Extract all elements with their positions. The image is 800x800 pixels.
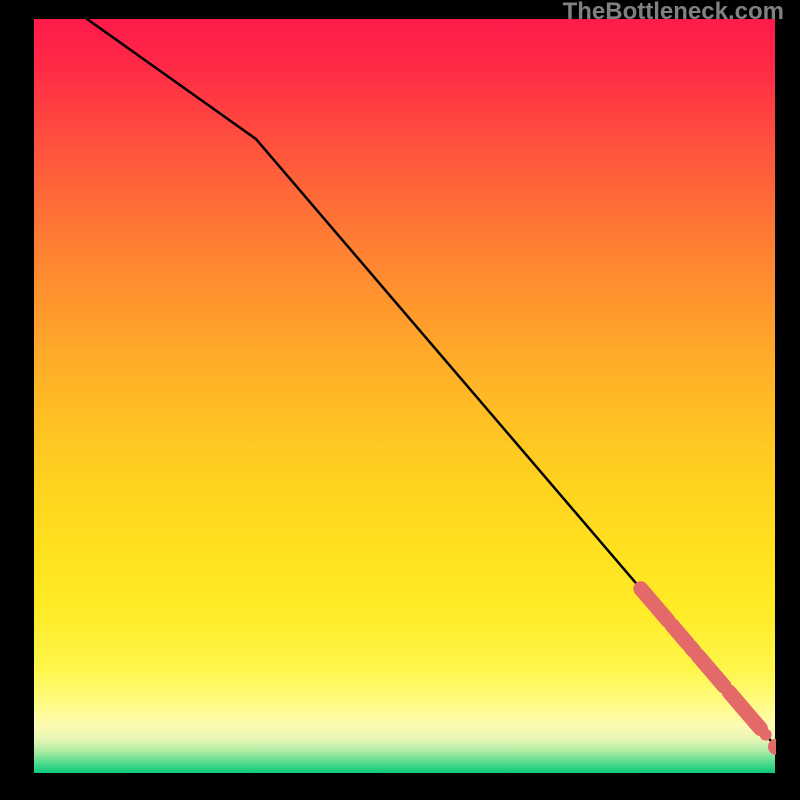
- gradient-background: [33, 18, 776, 774]
- highlight-dot: [760, 729, 772, 741]
- plot-svg: [33, 18, 776, 774]
- plot-area: [33, 18, 776, 774]
- chart-frame: TheBottleneck.com: [0, 0, 800, 800]
- highlight-segment: [755, 722, 760, 728]
